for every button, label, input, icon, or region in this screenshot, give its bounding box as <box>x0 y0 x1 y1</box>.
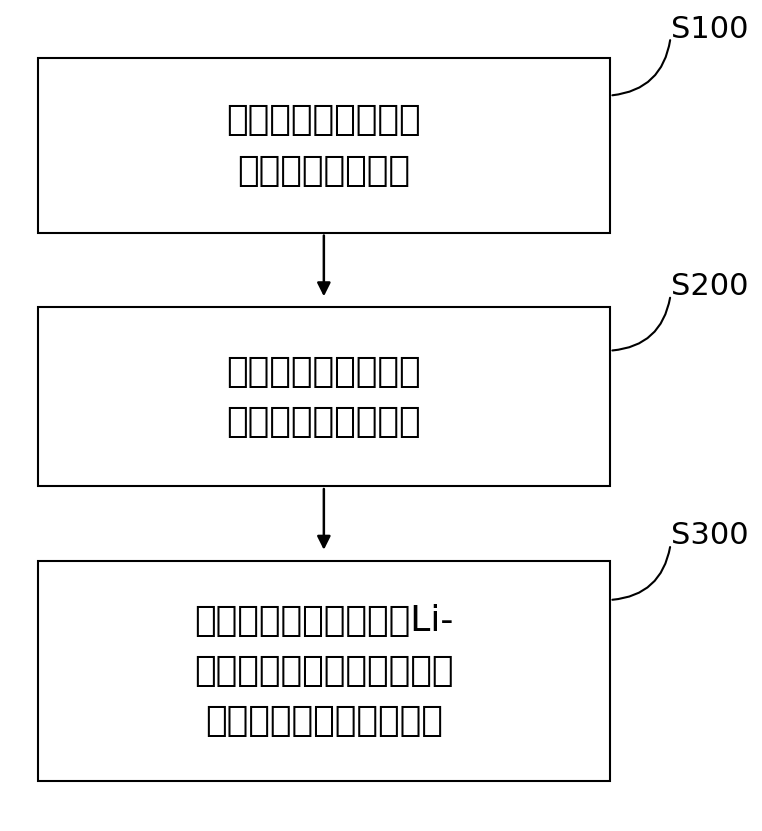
Text: 将联苯甲基衍生物与
第一有机溶剂混合: 将联苯甲基衍生物与 第一有机溶剂混合 <box>226 103 421 188</box>
Text: 将氧化亚硅颗粒与所述Li-
联苯甲基衍生物复合物混合
，进行预锂化，固液分离: 将氧化亚硅颗粒与所述Li- 联苯甲基衍生物复合物混合 ，进行预锂化，固液分离 <box>194 604 453 738</box>
Text: S100: S100 <box>671 15 748 43</box>
Bar <box>38 58 610 233</box>
Bar <box>38 307 610 486</box>
Text: S300: S300 <box>671 522 748 550</box>
Text: 将金属锂与所述联苯
甲基衍生物溶液混合: 将金属锂与所述联苯 甲基衍生物溶液混合 <box>226 355 421 439</box>
Bar <box>38 561 610 781</box>
Text: S200: S200 <box>671 273 748 301</box>
